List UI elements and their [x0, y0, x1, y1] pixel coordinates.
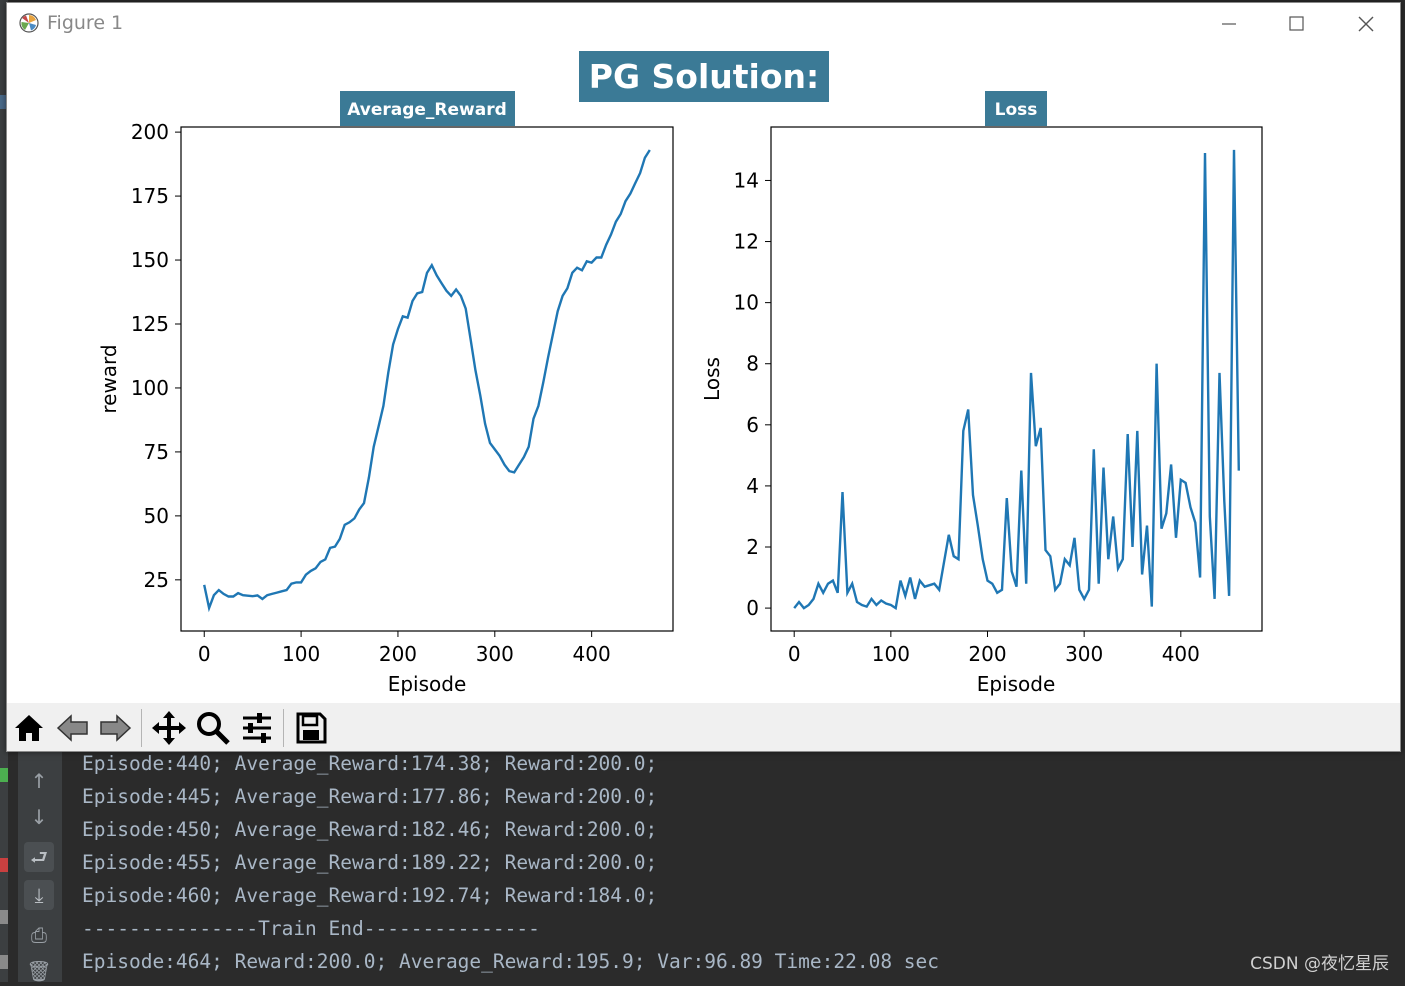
x-tick-label: 400 — [1162, 642, 1200, 666]
y-tick-label: 14 — [734, 168, 759, 192]
minimize-button[interactable] — [1194, 3, 1262, 43]
axes-title: Loss — [995, 100, 1038, 120]
layout-icon[interactable] — [0, 910, 8, 924]
y-axis-label: Loss — [700, 357, 724, 401]
y-tick-label: 0 — [746, 596, 759, 620]
axes-title-box — [340, 91, 515, 126]
y-tick-label: 25 — [144, 568, 169, 592]
navigation-toolbar — [7, 703, 1400, 751]
tick-group: 0 100 200 300 400 0 2 4 6 8 10 12 14 — [734, 168, 1200, 666]
gutter-marker — [0, 95, 8, 109]
average-reward-line — [203, 149, 651, 613]
save-button[interactable] — [291, 708, 331, 748]
console-line: ---------------Train End--------------- — [82, 917, 540, 940]
scroll-up-icon[interactable]: ↑ — [30, 769, 48, 793]
x-tick-label: 200 — [379, 642, 417, 666]
y-tick-label: 175 — [131, 184, 169, 208]
loss-line — [793, 149, 1240, 611]
forward-arrow-icon — [100, 714, 132, 742]
maximize-icon — [1289, 16, 1304, 31]
pan-button[interactable] — [149, 708, 189, 748]
console-line: Episode:445; Average_Reward:177.86; Rewa… — [82, 785, 658, 808]
x-axis-label: Episode — [977, 672, 1056, 696]
minimize-icon — [1222, 23, 1236, 25]
save-floppy-icon — [296, 712, 327, 744]
suptitle: PG Solution: — [589, 57, 819, 96]
console-line: Episode:464; Reward:200.0; Average_Rewar… — [82, 950, 940, 973]
y-tick-label: 12 — [734, 230, 759, 254]
y-tick-label: 6 — [746, 413, 759, 437]
stop-icon[interactable] — [0, 858, 8, 872]
axes-frame — [770, 126, 1263, 632]
y-tick-label: 10 — [734, 291, 759, 315]
soft-wrap-icon[interactable]: ⮐ — [24, 842, 54, 872]
y-tick-label: 75 — [144, 440, 169, 464]
pin-icon[interactable] — [0, 955, 8, 969]
console-line: Episode:440; Average_Reward:174.38; Rewa… — [82, 752, 658, 775]
forward-button[interactable] — [95, 708, 135, 748]
tick-group: 0 100 200 300 400 25 50 75 100 125 150 175 200 — [131, 120, 611, 666]
y-tick-label: 100 — [131, 376, 169, 400]
configure-subplots-button[interactable] — [237, 708, 277, 748]
y-axis-label: reward — [97, 344, 121, 413]
scroll-to-end-icon[interactable]: ⤓ — [24, 880, 54, 910]
axes-frame — [180, 126, 674, 632]
console-line: Episode:460; Average_Reward:192.74; Rewa… — [82, 884, 658, 907]
maximize-button[interactable] — [1262, 3, 1330, 43]
run-console: Episode:440; Average_Reward:174.38; Rewa… — [62, 752, 1405, 982]
x-axis-label: Episode — [388, 672, 467, 696]
home-button[interactable] — [9, 708, 49, 748]
title-bar[interactable]: Figure 1 — [7, 3, 1400, 43]
pan-move-icon — [152, 711, 186, 745]
ide-left-gutter — [0, 0, 8, 982]
x-tick-label: 100 — [282, 642, 320, 666]
y-tick-label: 50 — [144, 504, 169, 528]
suptitle-box — [579, 51, 829, 102]
back-button[interactable] — [53, 708, 93, 748]
close-icon — [1358, 16, 1374, 32]
y-tick-label: 4 — [746, 474, 759, 498]
y-tick-label: 200 — [131, 120, 169, 144]
loss-axes: Loss 0 100 200 300 400 0 2 4 6 8 10 12 14 Episode Lo… — [700, 91, 1263, 696]
toolbar-separator — [283, 709, 284, 747]
y-tick-label: 150 — [131, 248, 169, 272]
clear-trash-icon[interactable]: 🗑 — [26, 959, 52, 983]
print-icon[interactable]: ⎙ — [31, 923, 47, 947]
x-tick-label: 400 — [573, 642, 611, 666]
scroll-down-icon[interactable]: ↓ — [30, 805, 48, 829]
figure-canvas[interactable]: PG Solution: Average_Reward 0 100 200 300 40… — [7, 43, 1400, 703]
run-icon[interactable] — [0, 768, 8, 782]
matplotlib-app-icon — [19, 13, 39, 33]
figure-window: Figure 1 PG Solution: Average_Reward 0 10… — [6, 2, 1401, 752]
x-tick-label: 100 — [872, 642, 910, 666]
console-line: Episode:450; Average_Reward:182.46; Rewa… — [82, 818, 658, 841]
back-arrow-icon — [56, 714, 88, 742]
y-tick-label: 2 — [746, 535, 759, 559]
sliders-icon — [243, 713, 271, 743]
axes-title: Average_Reward — [347, 100, 507, 120]
average-reward-axes: Average_Reward 0 100 200 300 400 25 50 75 100 125… — [97, 91, 674, 696]
toolbar-separator — [141, 709, 142, 747]
zoom-magnifier-icon — [197, 712, 230, 745]
close-button[interactable] — [1330, 3, 1398, 43]
console-line: Episode:455; Average_Reward:189.22; Rewa… — [82, 851, 658, 874]
x-tick-label: 0 — [198, 642, 211, 666]
watermark: CSDN @夜忆星辰 — [1250, 954, 1389, 974]
x-tick-label: 0 — [788, 642, 801, 666]
x-tick-label: 300 — [476, 642, 514, 666]
x-tick-label: 200 — [968, 642, 1006, 666]
axes-title-box — [985, 91, 1047, 126]
x-tick-label: 300 — [1065, 642, 1103, 666]
y-tick-label: 125 — [131, 312, 169, 336]
home-icon — [15, 715, 43, 741]
window-title: Figure 1 — [47, 12, 124, 34]
console-tool-strip: ↑ ↓ ⮐ ⤓ ⎙ 🗑 — [18, 752, 62, 983]
zoom-button[interactable] — [193, 708, 233, 748]
y-tick-label: 8 — [746, 352, 759, 376]
